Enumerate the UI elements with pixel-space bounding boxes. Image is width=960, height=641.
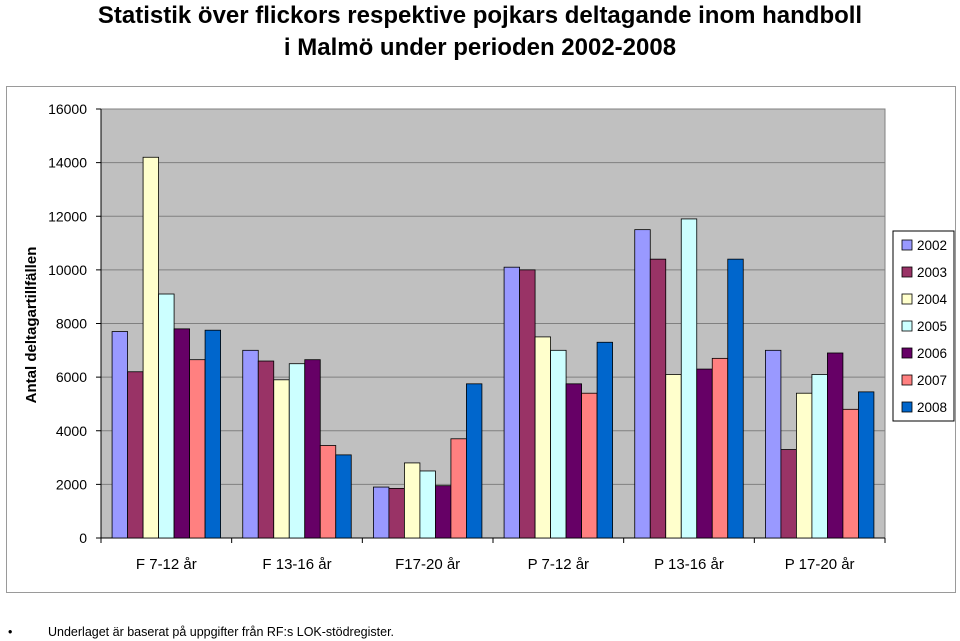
legend-swatch-2002 — [901, 239, 913, 251]
bar-2006 — [565, 383, 582, 539]
bar-2007 — [842, 408, 859, 539]
bar-2004 — [534, 336, 551, 539]
bar-2008 — [466, 383, 483, 539]
bar-2004 — [796, 392, 813, 539]
legend-label: 2008 — [917, 400, 947, 415]
legend-label: 2005 — [917, 319, 947, 334]
y-tick-label: 14000 — [48, 155, 87, 171]
legend-swatch-2004 — [901, 293, 913, 305]
bar-2006 — [435, 485, 452, 539]
bar-2007 — [189, 359, 206, 539]
bar-2008 — [858, 391, 875, 539]
bar-2006 — [696, 368, 713, 539]
chart-title-line-2: i Malmö under perioden 2002-2008 — [283, 34, 677, 61]
y-tick-label: 12000 — [48, 208, 87, 224]
bar-2004 — [273, 379, 290, 539]
bar-2005 — [550, 349, 567, 539]
legend-label: 2002 — [917, 238, 947, 253]
y-tick-label: 2000 — [56, 476, 87, 492]
bar-2007 — [450, 438, 467, 539]
bar-2003 — [388, 487, 405, 539]
y-axis-label: Antal deltagartillfällen — [23, 247, 40, 404]
bar-2003 — [127, 371, 144, 539]
bar-2007 — [711, 357, 729, 539]
bar-2003 — [257, 360, 275, 539]
legend-swatch-2003 — [901, 266, 913, 278]
bar-2003 — [519, 269, 536, 539]
bar-2007 — [581, 392, 598, 539]
bar-2004 — [665, 374, 682, 539]
bar-2002 — [634, 229, 651, 539]
legend-swatch-2006 — [901, 347, 913, 359]
y-tick-label: 6000 — [56, 369, 87, 385]
x-tick-label: F 7-12 år — [136, 556, 197, 573]
bar-2005 — [419, 470, 436, 539]
bar-2002 — [373, 486, 390, 539]
footnote: • Underlaget är baserat på uppgifter från… — [8, 624, 948, 640]
x-tick-label: P 17-20 år — [785, 556, 855, 573]
x-tick-label: F17-20 år — [395, 556, 460, 573]
bar-2002 — [503, 266, 520, 539]
chart-title: Statistik över flickors respektive pojka… — [0, 0, 960, 64]
y-tick-label: 8000 — [56, 316, 87, 332]
x-tick-label: P 13-16 år — [654, 556, 724, 573]
footnote-bullet: • — [8, 625, 13, 639]
bar-2008 — [596, 341, 613, 539]
y-tick-label: 4000 — [56, 423, 87, 439]
bar-2004 — [142, 156, 159, 539]
bar-2002 — [242, 349, 259, 539]
legend-swatch-2007 — [901, 374, 913, 386]
legend-label: 2007 — [917, 373, 947, 388]
bar-2008 — [335, 454, 352, 539]
bar-2002 — [111, 331, 128, 539]
y-tick-label: 10000 — [48, 262, 87, 278]
y-tick-label: 16000 — [48, 101, 87, 117]
bar-2005 — [288, 363, 306, 539]
bar-2005 — [158, 293, 175, 539]
bar-2006 — [173, 328, 190, 539]
bar-2004 — [404, 462, 421, 539]
footnote-text: Underlaget är baserat på uppgifter från … — [48, 625, 395, 639]
x-tick-label: F 13-16 år — [262, 556, 331, 573]
legend-label: 2004 — [917, 292, 948, 307]
legend-label: 2003 — [917, 265, 947, 280]
bar-2007 — [319, 445, 337, 539]
bar-2006 — [827, 352, 844, 539]
bar-2003 — [780, 449, 797, 539]
x-tick-label: P 7-12 år — [528, 556, 589, 573]
bar-2002 — [765, 349, 782, 539]
y-tick-label: 0 — [79, 530, 87, 546]
bar-2008 — [204, 329, 221, 539]
legend-swatch-2008 — [901, 401, 913, 413]
bar-2008 — [727, 258, 744, 539]
legend-label: 2006 — [917, 346, 947, 361]
bar-2005 — [811, 374, 828, 539]
chart-title-line-1: Statistik över flickors respektive pojka… — [97, 2, 863, 29]
bar-2005 — [680, 218, 698, 539]
bar-2003 — [649, 258, 667, 539]
bar-2006 — [304, 359, 321, 539]
legend-swatch-2005 — [901, 320, 913, 332]
